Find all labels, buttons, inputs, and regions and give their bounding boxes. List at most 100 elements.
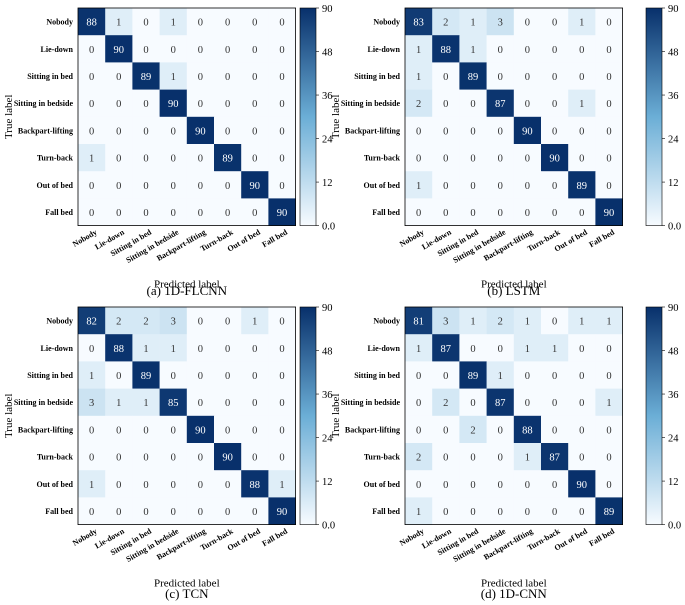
heatmap-cell [105,35,133,63]
cell-value: 0 [143,480,148,491]
cell-value: 1 [252,317,257,328]
heatmap-cell [105,443,133,471]
cell-value: 90 [277,507,288,518]
cell-value: 0 [470,181,475,192]
heatmap-cell [78,171,106,199]
heatmap-cell [132,8,160,36]
heatmap-cell [405,443,433,471]
cell-value: 0 [279,453,284,464]
heatmap-cell [214,388,242,417]
cell-value: 0 [525,507,530,518]
cell-value: 0 [525,72,530,83]
cell-value: 0 [552,18,557,29]
heatmap-cell [214,8,242,36]
cell-value: 88 [250,480,261,491]
heatmap-cell [78,144,106,172]
heatmap-cell [486,89,515,118]
heatmap-cell [568,144,596,172]
colorbar-tick-label: 12 [668,477,679,488]
heatmap-cell [241,8,269,36]
y-tick-label: Fall bed [45,507,73,516]
heatmap-cell [159,116,188,145]
y-tick-label: Lie-down [368,45,401,54]
cell-value: 0 [579,154,584,165]
heatmap-cell [268,116,296,145]
heatmap-cell [595,415,623,444]
cell-value: 0 [525,480,530,491]
heatmap-cell [595,388,623,417]
heatmap-cell [241,470,269,498]
heatmap-cell [186,62,215,90]
heatmap-cell [105,415,133,444]
cell-value: 90 [195,425,206,436]
colorbar-tick-label: 0.0 [322,222,335,233]
heatmap-cell [186,388,215,417]
cell-value: 0 [252,208,257,219]
cell-value: 0 [116,371,121,382]
cell-value: 0 [143,425,148,436]
cell-value: 0 [279,126,284,137]
heatmap-cell [405,334,433,362]
heatmap-cell [486,307,515,335]
heatmap-cell [405,144,433,172]
heatmap-cell [486,497,515,525]
colorbar [299,7,317,226]
heatmap-cell [268,62,296,90]
cell-value: 90 [222,453,233,464]
cell-value: 0 [225,45,230,56]
cell-value: 0 [443,208,448,219]
heatmap-cell [105,361,133,389]
heatmap-cell [568,388,596,417]
heatmap-cell [214,89,242,118]
colorbar-tick-label: 48 [322,48,333,59]
confusion-matrix-panel-2: 83 2 1 3 0 0 1 0 1 88 1 0 0 0 0 0 1 0 89 0 0 0 0 0 2 0 0 87 0 0 1 0 0 0 0 0… [330,4,681,298]
cell-value: 0 [252,72,257,83]
heatmap-cell [459,62,487,90]
x-axis-label: Predicted label [481,279,547,291]
heatmap-cell [595,8,623,36]
heatmap-cell [268,415,296,444]
heatmap-cell [186,334,215,362]
cell-value: 0 [498,453,503,464]
heatmap-cell [241,116,269,145]
colorbar [299,306,317,525]
cell-value: 0 [143,126,148,137]
cell-value: 3 [89,398,94,409]
cell-value: 0 [525,208,530,219]
heatmap-cell [541,171,569,199]
y-tick-label: Lie-down [41,45,74,54]
cell-value: 1 [89,154,94,165]
cell-value: 0 [171,425,176,436]
cell-value: 0 [579,344,584,355]
heatmap-cell [568,307,596,335]
cell-value: 81 [413,317,424,328]
heatmap-cell [595,361,623,389]
cell-value: 0 [498,181,503,192]
heatmap-cell [214,116,242,145]
cell-value: 0 [225,480,230,491]
heatmap-cell [214,35,242,63]
heatmap-cell [268,307,296,335]
heatmap-cell [105,388,133,417]
cell-value: 0 [143,99,148,110]
cell-value: 0 [552,99,557,110]
cell-value: 0 [89,507,94,518]
cell-value: 0 [225,18,230,29]
cell-value: 0 [416,154,421,165]
cell-value: 87 [495,398,506,409]
colorbar [645,7,663,226]
cell-value: 0 [89,45,94,56]
y-tick-label: Turn-back [37,453,74,462]
cell-value: 0 [116,507,121,518]
heatmap-cell [132,198,160,226]
heatmap-cell [513,89,542,118]
cell-value: 0 [225,72,230,83]
heatmap-cell [241,388,269,417]
y-tick-label: Backpart-lifting [18,425,73,434]
colorbar-tick-label: 48 [322,347,333,358]
heatmap-cell [513,470,542,498]
cell-value: 0 [470,344,475,355]
cell-value: 0 [252,453,257,464]
colorbar-tick-label: 12 [322,477,333,488]
